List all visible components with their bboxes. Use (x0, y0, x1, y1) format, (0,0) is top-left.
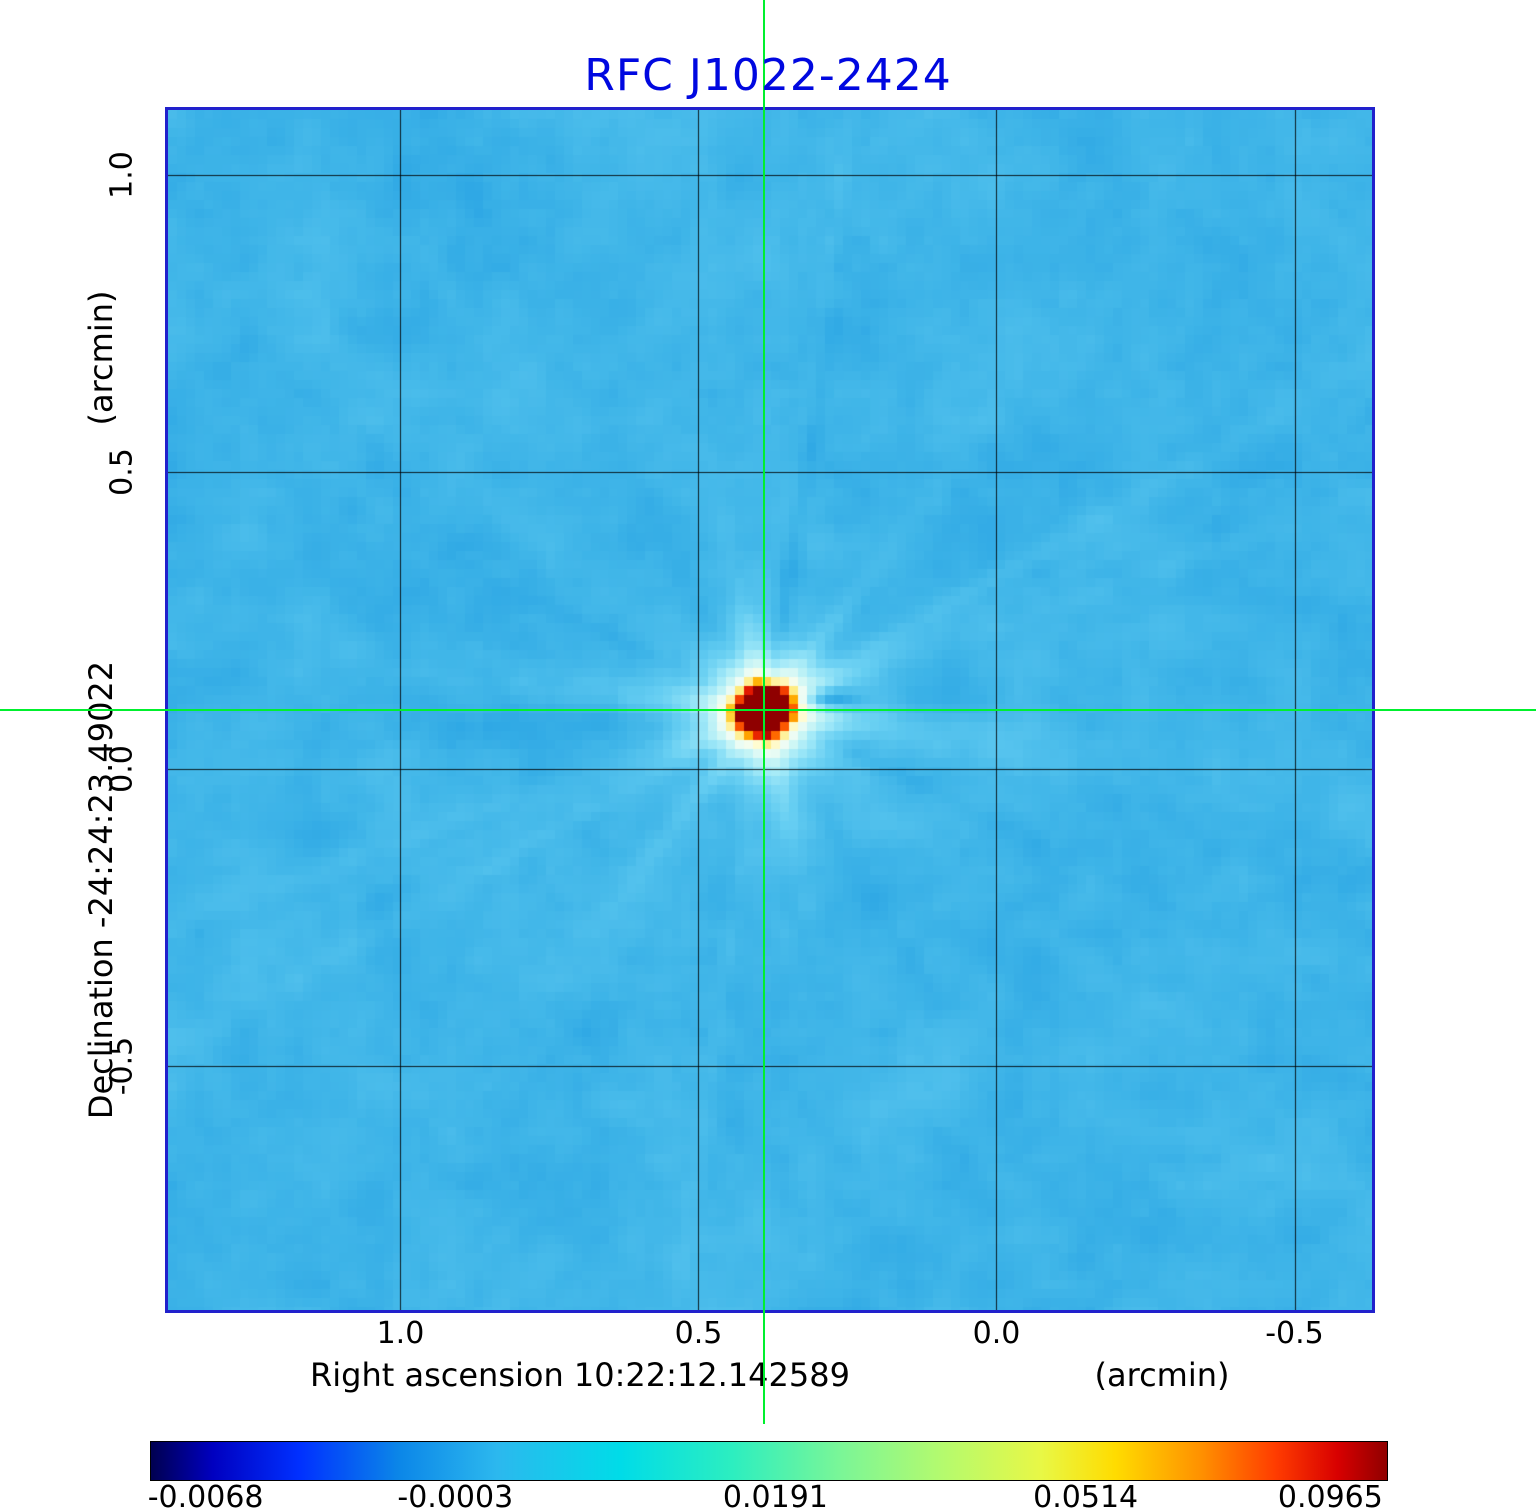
crosshair-vertical-line (763, 0, 766, 1424)
colorbar-tick-label: 0.0514 (1033, 1480, 1139, 1511)
colorbar-tick-label: -0.0068 (147, 1480, 264, 1511)
y-axis-tick-label: 0.0 (104, 745, 140, 794)
x-axis-unit-label: (arcmin) (1094, 1356, 1230, 1394)
y-axis-tick-label: 0.5 (104, 448, 140, 497)
y-axis-tick-label: 1.0 (104, 151, 140, 200)
x-axis-tick-label: -0.5 (1265, 1316, 1324, 1351)
colorbar-tick-label: 0.0191 (722, 1480, 828, 1511)
crosshair-horizontal-line (0, 709, 1536, 711)
colorbar (150, 1441, 1388, 1481)
x-axis-tick-label: 0.0 (972, 1316, 1021, 1351)
colorbar-tick-label: -0.0003 (397, 1480, 514, 1511)
x-axis-tick-label: 0.5 (674, 1316, 723, 1351)
x-axis-title: Right ascension 10:22:12.142589 (310, 1356, 850, 1394)
page-title: RFC J1022-2424 (584, 50, 952, 101)
y-axis-tick-label: -0.5 (104, 1037, 140, 1096)
y-axis-unit-label: (arcmin) (82, 290, 120, 426)
x-axis-tick-label: 1.0 (376, 1316, 425, 1351)
colorbar-tick-label: 0.0965 (1277, 1480, 1383, 1511)
